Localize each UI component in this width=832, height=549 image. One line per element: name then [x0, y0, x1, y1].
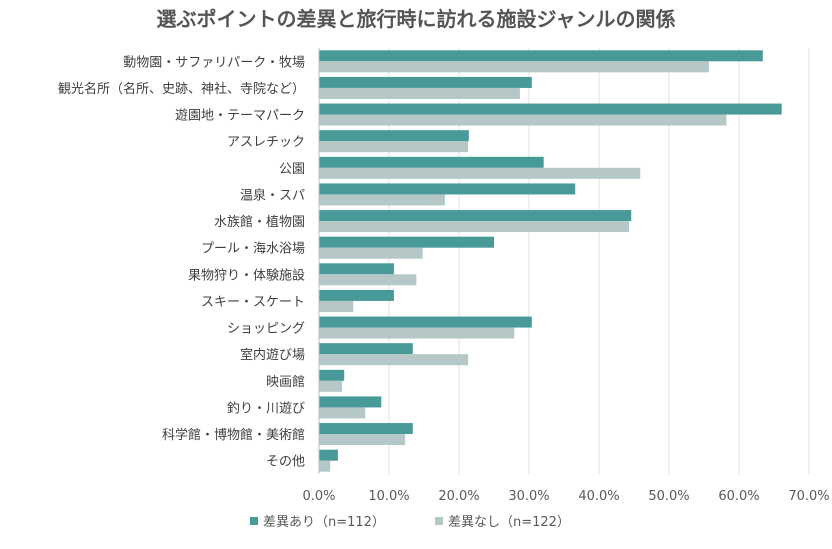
bar-series-b: [319, 167, 641, 179]
bar-series-b: [319, 194, 445, 206]
category-label: 釣り・川遊び: [227, 400, 305, 416]
category-label: 遊園地・テーマパーク: [175, 109, 305, 124]
bar-series-b: [319, 141, 469, 153]
bar-series-a: [319, 316, 532, 328]
bar-series-a: [319, 236, 494, 248]
x-tick-label: 50.0%: [648, 489, 689, 504]
category-label: 科学館・博物館・美術館: [162, 427, 305, 443]
bar-series-a: [319, 103, 782, 115]
bar-series-a: [319, 130, 469, 142]
bar-series-b: [319, 300, 354, 312]
bar-series-b: [319, 87, 520, 99]
bar-series-b: [319, 327, 515, 339]
legend-swatch: [250, 517, 258, 525]
bar-series-a: [319, 50, 763, 62]
bar-series-a: [319, 449, 338, 461]
category-label: 公園: [279, 162, 305, 177]
x-tick-label: 10.0%: [368, 489, 409, 504]
category-label: 水族館・植物園: [214, 214, 305, 230]
x-tick-label: 70.0%: [788, 489, 829, 504]
bar-series-b: [319, 460, 331, 472]
bar-series-a: [319, 396, 382, 408]
category-label: 室内遊び場: [240, 347, 305, 363]
bar-series-b: [319, 61, 709, 73]
bar-series-a: [319, 210, 632, 222]
category-label: 観光名所（名所、史跡、神社、寺院など）: [58, 81, 305, 97]
category-label: アスレチック: [227, 135, 305, 150]
bar-series-a: [319, 183, 576, 195]
bar-series-b: [319, 434, 406, 446]
bar-series-a: [319, 263, 394, 275]
x-tick-label: 0.0%: [302, 489, 335, 504]
bar-series-b: [319, 407, 366, 419]
chart-title: 選ぶポイントの差異と旅行時に訪れる施設ジャンルの関係: [157, 7, 676, 31]
bar-series-b: [319, 247, 423, 259]
bar-series-b: [319, 114, 727, 126]
category-label: 動物園・サファリパーク・牧場: [123, 55, 305, 70]
category-label: プール・海水浴場: [201, 242, 305, 257]
x-tick-label: 30.0%: [508, 489, 549, 504]
legend-label: 差異あり（n=112）: [263, 515, 385, 530]
legend-label: 差異なし（n=122）: [448, 515, 570, 530]
bar-series-b: [319, 221, 630, 233]
bar-series-b: [319, 274, 417, 286]
bar-series-b: [319, 354, 469, 366]
bar-series-a: [319, 343, 413, 355]
bar-series-b: [319, 380, 343, 392]
category-label: 果物狩り・体験施設: [188, 267, 305, 283]
category-label: 温泉・スパ: [240, 187, 305, 203]
category-label: その他: [266, 455, 305, 470]
category-label: ショッピング: [227, 322, 305, 337]
bar-series-a: [319, 76, 532, 88]
x-tick-label: 20.0%: [438, 489, 479, 504]
legend-swatch: [435, 517, 443, 525]
x-tick-label: 60.0%: [718, 489, 759, 504]
category-label: スキー・スケート: [201, 295, 305, 310]
category-label: 映画館: [266, 375, 305, 390]
legend: 差異あり（n=112） 差異なし（n=122）: [250, 515, 570, 530]
bars: [319, 50, 782, 472]
bar-series-a: [319, 156, 544, 168]
x-tick-label: 40.0%: [578, 489, 619, 504]
bar-series-a: [319, 423, 413, 435]
bar-series-a: [319, 289, 394, 301]
bar-series-a: [319, 369, 345, 381]
axes: 0.0% 10.0% 20.0% 30.0% 40.0% 50.0% 60.0% 70.0% 動…: [58, 48, 830, 504]
